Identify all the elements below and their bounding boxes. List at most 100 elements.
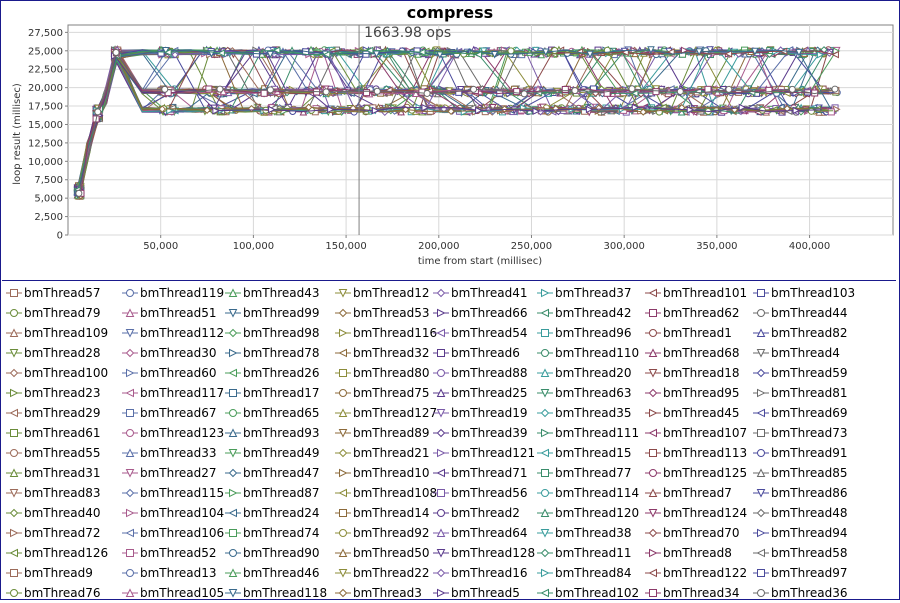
legend-marker-icon xyxy=(335,588,351,598)
x-tick-label: 300,000 xyxy=(604,241,645,252)
series-marker xyxy=(756,368,766,378)
legend-label: bmThread17 xyxy=(243,386,320,400)
legend-label: bmThread69 xyxy=(771,406,848,420)
legend-marker-icon xyxy=(645,528,661,538)
legend-marker-icon xyxy=(335,408,351,417)
legend-marker-icon xyxy=(122,368,138,378)
legend-marker-icon xyxy=(225,348,241,358)
legend-marker-icon xyxy=(537,548,553,558)
legend-label: bmThread39 xyxy=(451,426,528,440)
legend-label: bmThread10 xyxy=(353,466,430,480)
series-marker xyxy=(648,288,657,298)
series-marker xyxy=(648,568,657,578)
legend-marker-icon xyxy=(335,509,351,517)
series-marker xyxy=(647,46,655,54)
legend-label: bmThread27 xyxy=(140,466,217,480)
series-marker xyxy=(126,368,135,378)
legend-marker-icon xyxy=(335,308,351,318)
series-marker xyxy=(126,549,134,557)
series-marker xyxy=(371,106,380,115)
series-marker xyxy=(229,488,238,498)
legend-label: bmThread103 xyxy=(771,286,856,300)
legend-label: bmThread115 xyxy=(140,486,225,500)
legend-marker-icon xyxy=(645,548,661,558)
legend-label: bmThread108 xyxy=(353,486,438,500)
series-marker xyxy=(757,388,766,398)
axes: 0 2,500 5,000 7,500 10,000 12,500 15,000 17,500… xyxy=(28,28,830,252)
legend-marker-icon xyxy=(433,448,449,458)
series-marker xyxy=(500,105,509,113)
legend-marker-icon xyxy=(225,488,241,498)
y-tick-label: 0 xyxy=(57,231,63,242)
legend-label: bmThread120 xyxy=(555,506,640,520)
legend-label: bmThread84 xyxy=(555,566,632,580)
series-marker xyxy=(125,588,135,597)
legend-marker-icon xyxy=(753,309,769,317)
series-marker xyxy=(649,449,657,457)
legend-marker-icon xyxy=(645,568,661,578)
series-marker xyxy=(338,488,347,498)
legend-label: bmThread57 xyxy=(24,286,101,300)
series-marker xyxy=(541,48,550,57)
series-marker xyxy=(228,508,237,518)
legend-marker-icon xyxy=(6,309,22,317)
legend-marker-icon xyxy=(6,408,22,418)
legend-marker-icon xyxy=(645,488,661,497)
series-marker xyxy=(339,389,347,397)
series-marker xyxy=(9,368,19,378)
legend-marker-icon xyxy=(537,568,553,578)
legend-label: bmThread125 xyxy=(663,466,748,480)
series-line xyxy=(76,52,822,194)
series-marker xyxy=(229,409,237,417)
legend-label: bmThread33 xyxy=(140,446,217,460)
series-marker xyxy=(455,88,463,96)
legend-marker-icon xyxy=(645,428,661,438)
legend-label: bmThread100 xyxy=(24,366,109,380)
legend-label: bmThread102 xyxy=(555,586,640,600)
series-marker xyxy=(322,50,331,59)
series-marker xyxy=(827,108,835,116)
y-tick-label: 5,000 xyxy=(34,194,63,205)
legend-marker-icon xyxy=(225,428,241,437)
legend-label: bmThread82 xyxy=(771,326,848,340)
series-marker xyxy=(338,348,347,358)
legend-label: bmThread101 xyxy=(663,286,748,300)
legend-label: bmThread85 xyxy=(771,466,848,480)
y-tick-label: 2,500 xyxy=(34,212,63,223)
legend-marker-icon xyxy=(753,548,769,558)
series-marker xyxy=(571,87,579,95)
series-marker xyxy=(339,509,347,517)
series-marker xyxy=(126,289,134,297)
legend-marker-icon xyxy=(335,529,351,537)
series-marker xyxy=(413,47,421,55)
legend-label: bmThread68 xyxy=(663,346,740,360)
y-axis-label: loop result (millisec) xyxy=(12,83,23,185)
legend-marker-icon xyxy=(433,468,449,478)
legend-marker-icon xyxy=(753,349,769,358)
series-marker xyxy=(561,85,569,93)
series-marker xyxy=(649,309,657,317)
legend-marker-icon xyxy=(753,489,769,498)
legend-label: bmThread119 xyxy=(140,286,225,300)
legend-marker-icon xyxy=(225,589,241,598)
legend-label: bmThread25 xyxy=(451,386,528,400)
series-marker xyxy=(9,489,19,498)
series-marker xyxy=(126,508,135,518)
series-marker xyxy=(795,48,803,57)
legend-marker-icon xyxy=(537,368,553,377)
legend-marker-icon xyxy=(645,408,661,418)
series-marker xyxy=(649,589,657,597)
series-marker xyxy=(266,50,275,59)
legend-label: bmThread90 xyxy=(243,546,320,560)
series-marker xyxy=(792,106,801,115)
series-marker xyxy=(649,548,658,558)
legend-label: bmThread59 xyxy=(771,366,848,380)
legend-label: bmThread60 xyxy=(140,366,217,380)
legend-marker-icon xyxy=(6,368,22,378)
series-marker xyxy=(437,308,446,318)
series-marker xyxy=(788,85,796,93)
legend-label: bmThread9 xyxy=(24,566,93,580)
legend-marker-icon xyxy=(645,388,661,398)
series-marker xyxy=(757,289,765,297)
legend-label: bmThread7 xyxy=(663,486,732,500)
